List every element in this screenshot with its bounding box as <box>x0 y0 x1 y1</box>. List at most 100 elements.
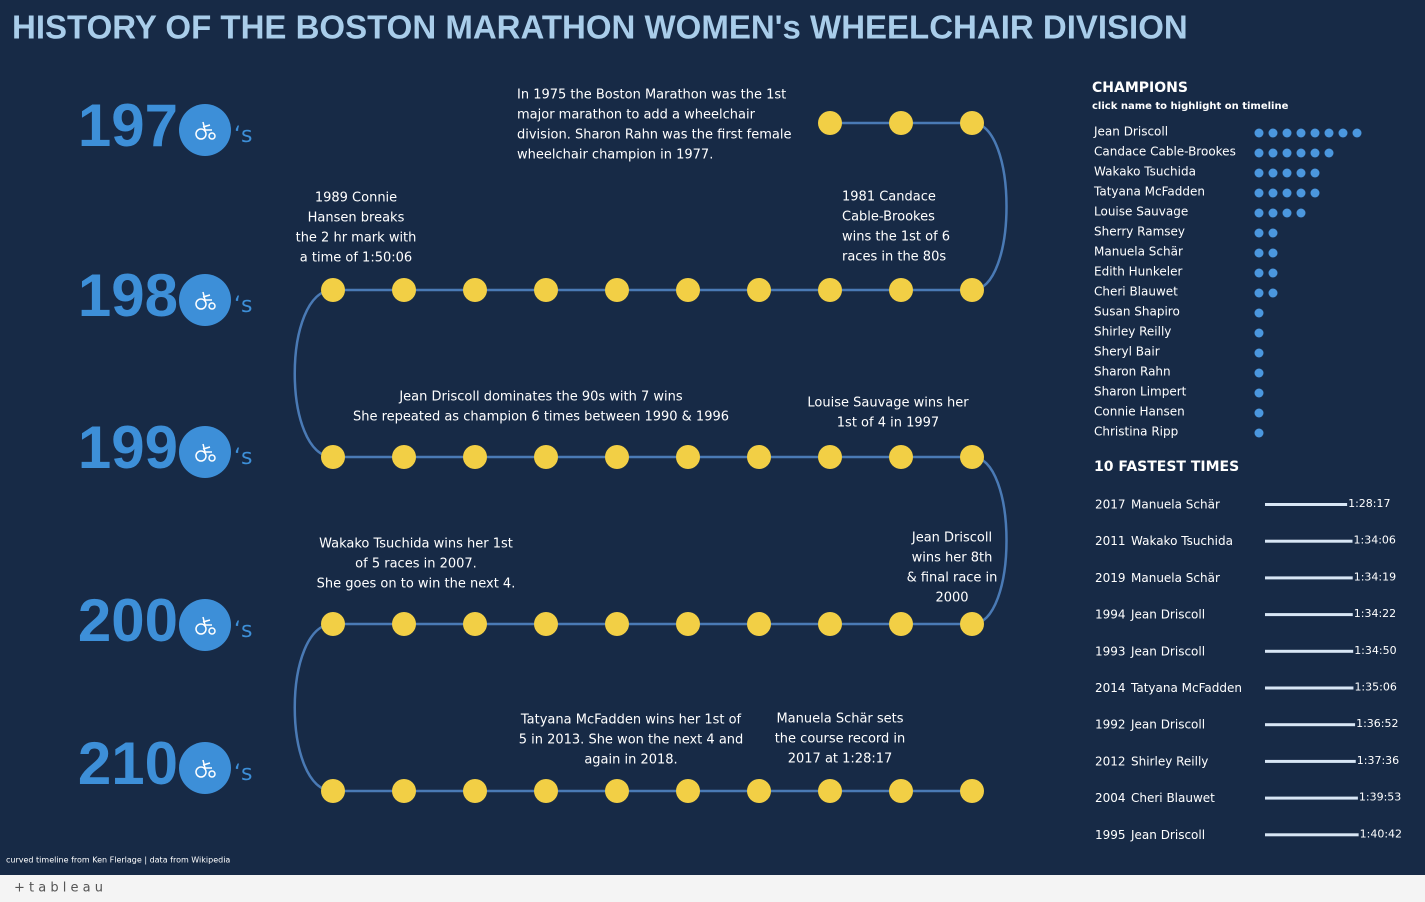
win-dots <box>1254 128 1362 138</box>
champion-name[interactable]: Tatyana McFadden <box>1093 185 1205 199</box>
race-year: 1993 <box>1095 644 1126 658</box>
year-dot <box>889 445 913 469</box>
decade-label: 210 <box>78 730 178 797</box>
decade-label: 200 <box>78 587 178 654</box>
year-dot <box>463 779 487 803</box>
brand[interactable]: + t a b l e a u <box>14 881 103 896</box>
annotation: Cable-Brookes <box>842 210 935 225</box>
fastest-title: 10 FASTEST TIMES <box>1094 459 1239 475</box>
race-time: 1:34:50 <box>1354 644 1396 657</box>
wheel <box>208 770 216 778</box>
year-dot <box>534 779 558 803</box>
win-dots <box>1254 388 1264 398</box>
win-dot <box>1254 228 1264 238</box>
year-dot <box>534 278 558 302</box>
win-dot <box>1310 128 1320 138</box>
annotation: Jean Driscoll dominates the 90s with 7 w… <box>398 390 683 405</box>
annotation: 5 in 2013. She won the next 4 and <box>519 733 744 748</box>
year-dot <box>960 779 984 803</box>
year-dot <box>676 445 700 469</box>
year-dot <box>747 278 771 302</box>
champion-name[interactable]: Shirley Reilly <box>1094 325 1171 339</box>
win-dot <box>1254 288 1264 298</box>
champions-title: CHAMPIONS <box>1092 80 1188 96</box>
champion-name[interactable]: Sheryl Bair <box>1094 345 1160 359</box>
annotation: She goes on to win the next 4. <box>317 577 516 592</box>
annotation: division. Sharon Rahn was the first fema… <box>517 128 792 143</box>
win-dot <box>1296 148 1306 158</box>
race-year: 1992 <box>1095 718 1126 732</box>
win-dots <box>1254 268 1278 278</box>
annotation: major marathon to add a wheelchair <box>517 108 756 123</box>
champion-name[interactable]: Sherry Ramsey <box>1094 225 1185 239</box>
win-dot <box>1282 208 1292 218</box>
annotation: Manuela Schär sets <box>776 712 903 727</box>
race-year: 1994 <box>1095 608 1126 622</box>
time-bar <box>1265 796 1358 800</box>
win-dot <box>1254 428 1264 438</box>
champion-name[interactable]: Jean Driscoll <box>1093 125 1168 139</box>
win-dots <box>1254 428 1264 438</box>
race-time: 1:34:22 <box>1354 607 1396 620</box>
race-time: 1:37:36 <box>1357 754 1399 767</box>
champions-subtitle: click name to highlight on timeline <box>1092 101 1289 112</box>
win-dot <box>1296 208 1306 218</box>
year-dot <box>960 612 984 636</box>
champion-name[interactable]: Cheri Blauwet <box>1094 285 1178 299</box>
year-dot <box>889 278 913 302</box>
champion-name[interactable]: Edith Hunkeler <box>1094 265 1183 279</box>
year-dot <box>747 612 771 636</box>
annotation: the course record in <box>775 732 906 747</box>
year-dot <box>676 612 700 636</box>
year-dot <box>392 445 416 469</box>
annotation: Louise Sauvage wins her <box>807 396 969 411</box>
win-dot <box>1254 348 1264 358</box>
win-dot <box>1268 248 1278 258</box>
time-bar <box>1265 539 1353 543</box>
win-dot <box>1254 248 1264 258</box>
year-dot <box>960 278 984 302</box>
race-time: 1:28:17 <box>1348 497 1390 510</box>
win-dot <box>1324 148 1334 158</box>
win-dot <box>1296 128 1306 138</box>
win-dot <box>1254 308 1264 318</box>
win-dot <box>1282 168 1292 178</box>
annotation: of 5 races in 2007. <box>355 557 477 572</box>
win-dot <box>1268 228 1278 238</box>
year-dot <box>534 612 558 636</box>
annotation: races in the 80s <box>842 250 946 265</box>
year-dot <box>818 278 842 302</box>
decade-label: 197 <box>78 92 178 159</box>
year-dot <box>392 278 416 302</box>
champion-name[interactable]: Sharon Limpert <box>1094 385 1187 399</box>
champion-name[interactable]: Christina Ripp <box>1094 425 1178 439</box>
annotation: Jean Driscoll <box>911 531 992 546</box>
win-dot <box>1282 148 1292 158</box>
win-dots <box>1254 168 1320 178</box>
year-dot <box>605 779 629 803</box>
wheel <box>208 302 216 310</box>
wheel <box>195 766 207 778</box>
racer-name: Shirley Reilly <box>1131 754 1208 768</box>
annotation: the 2 hr mark with <box>296 231 417 246</box>
champion-name[interactable]: Wakako Tsuchida <box>1094 165 1196 179</box>
win-dots <box>1254 208 1306 218</box>
race-year: 1995 <box>1095 828 1126 842</box>
race-time: 1:40:42 <box>1360 827 1402 840</box>
champion-name[interactable]: Sharon Rahn <box>1094 365 1171 379</box>
year-dot <box>463 612 487 636</box>
champion-name[interactable]: Connie Hansen <box>1094 405 1185 419</box>
champion-name[interactable]: Manuela Schär <box>1094 245 1183 259</box>
champion-name[interactable]: Louise Sauvage <box>1094 205 1188 219</box>
decade-label: 199 <box>78 414 178 481</box>
win-dot <box>1254 268 1264 278</box>
annotation: wins her 8th <box>912 551 993 566</box>
champion-name[interactable]: Susan Shapiro <box>1094 305 1180 319</box>
wheel <box>195 298 207 310</box>
time-bar <box>1265 759 1356 763</box>
year-dot <box>818 779 842 803</box>
win-dot <box>1268 268 1278 278</box>
champion-name[interactable]: Candace Cable-Brookes <box>1094 145 1236 159</box>
year-dot <box>534 445 558 469</box>
